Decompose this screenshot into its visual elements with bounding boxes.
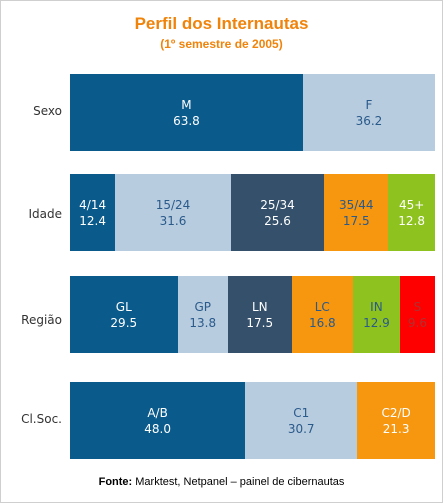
- segment-value: 17.5: [342, 213, 370, 228]
- segment-name: LN: [251, 299, 268, 314]
- segment-name: S: [413, 299, 422, 314]
- chart-subtitle: (1º semestre de 2005): [160, 37, 283, 51]
- segment-name: 15/24: [155, 197, 191, 212]
- segment-gl: GL 29.5: [70, 276, 178, 353]
- segment-f: F 36.2: [302, 74, 435, 151]
- segment-name: GP: [194, 299, 211, 314]
- source-label: Fonte:: [98, 476, 133, 488]
- source-note: Fonte: Marktest, Netpanel – painel de ci…: [0, 476, 443, 488]
- segment-25-34: 25/34 25.6: [230, 174, 325, 251]
- segment-c1: C1 30.7: [245, 382, 358, 459]
- row-label-idade: Idade: [28, 207, 62, 221]
- segment-value: 16.8: [308, 315, 336, 330]
- segment-45: 45+ 12.8: [388, 174, 435, 251]
- segment-name: GL: [115, 299, 132, 314]
- segment-value: 13.8: [189, 315, 217, 330]
- segment-value: 17.5: [246, 315, 274, 330]
- segment-value: 31.6: [159, 213, 187, 228]
- segment-c2-d: C2/D 21.3: [357, 382, 435, 459]
- row-label-regiao: Região: [21, 313, 62, 327]
- source-text: Marktest, Netpanel – painel de cibernaut…: [132, 476, 345, 488]
- bar-sexo: M 63.8 F 36.2: [70, 74, 435, 151]
- segment-value: 12.4: [79, 213, 106, 228]
- segment-value: 12.8: [398, 213, 425, 228]
- row-label-sexo: Sexo: [33, 104, 62, 118]
- segment-name: A/B: [147, 405, 168, 420]
- bar-clsoc: A/B 48.0 C1 30.7 C2/D 21.3: [70, 382, 435, 459]
- bar-regiao: GL 29.5 GP 13.8 LN 17.5 LC 16.8 IN 12.9 S 9.6: [70, 276, 435, 353]
- segment-s: S 9.6: [399, 276, 435, 353]
- segment-name: 35/44: [338, 197, 374, 212]
- segment-a-b: A/B 48.0: [70, 382, 246, 459]
- segment-name: M: [181, 97, 192, 112]
- segment-value: 25.6: [264, 213, 291, 228]
- segment-value: 12.9: [363, 315, 390, 330]
- segment-in: IN 12.9: [352, 276, 400, 353]
- segment-name: C1: [293, 405, 310, 420]
- segment-value: 36.2: [355, 113, 383, 128]
- segment-name: IN: [370, 299, 383, 314]
- segment-name: C2/D: [381, 405, 411, 420]
- segment-value: 30.7: [287, 421, 315, 436]
- chart-title: Perfil dos Internautas: [134, 14, 309, 33]
- segment-gp: GP 13.8: [177, 276, 228, 353]
- segment-15-24: 15/24 31.6: [115, 174, 231, 251]
- segment-value: 21.3: [382, 421, 410, 436]
- segment-35-44: 35/44 17.5: [324, 174, 389, 251]
- segment-name: 45+: [398, 197, 425, 212]
- segment-value: 29.5: [110, 315, 138, 330]
- segment-name: LC: [314, 299, 330, 314]
- row-label-clsoc: Cl.Soc.: [21, 412, 62, 426]
- bar-idade: 4/14 12.4 15/24 31.6 25/34 25.6 35/44 17.5 45+ 12…: [70, 174, 435, 251]
- segment-4-14: 4/14 12.4: [70, 174, 116, 251]
- segment-name: F: [365, 97, 373, 112]
- segment-value: 9.6: [407, 315, 427, 330]
- segment-m: M 63.8: [70, 74, 303, 151]
- segment-ln: LN 17.5: [227, 276, 292, 353]
- segment-value: 48.0: [144, 421, 171, 436]
- segment-lc: LC 16.8: [291, 276, 353, 353]
- segment-value: 63.8: [173, 113, 200, 128]
- segment-name: 25/34: [260, 197, 295, 212]
- segment-name: 4/14: [79, 197, 107, 212]
